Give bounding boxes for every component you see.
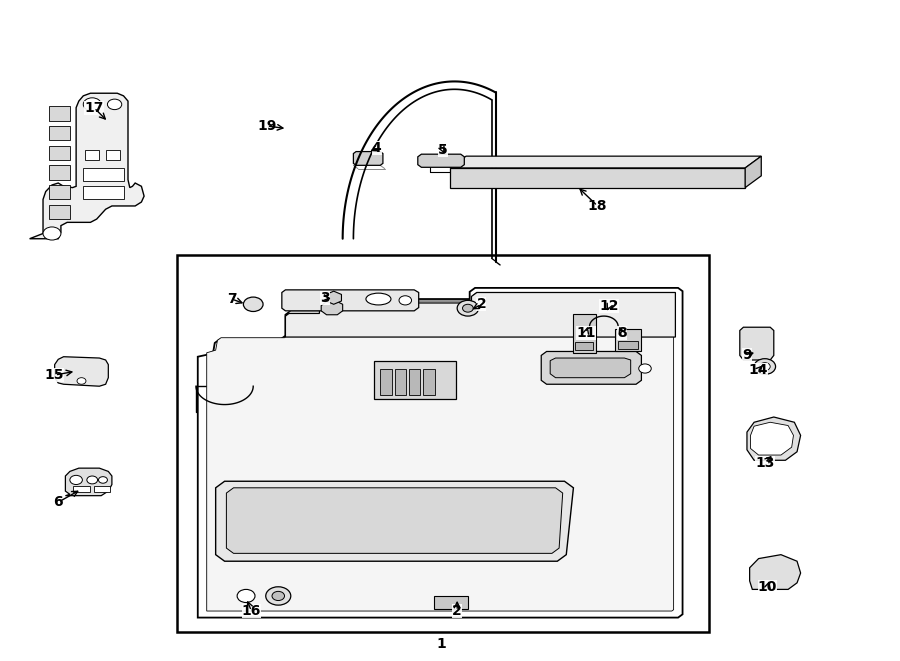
Polygon shape [550,358,631,377]
Circle shape [457,300,479,316]
Text: 6: 6 [53,495,63,509]
Text: 3: 3 [320,291,329,305]
Polygon shape [418,154,464,167]
Polygon shape [50,185,70,200]
Polygon shape [227,488,562,553]
Bar [394,369,406,395]
Bar [618,341,638,349]
Circle shape [399,295,411,305]
Bar [409,369,420,395]
Text: 19: 19 [257,119,276,133]
Polygon shape [751,422,794,455]
Text: 2: 2 [476,297,486,311]
Text: 11: 11 [576,326,596,340]
Circle shape [266,587,291,605]
Polygon shape [326,292,341,304]
Text: 1: 1 [436,637,446,651]
Polygon shape [50,145,70,160]
Polygon shape [66,468,112,496]
Circle shape [43,227,61,240]
Polygon shape [740,327,774,360]
Bar [177,255,709,632]
Text: 15: 15 [45,368,65,382]
Text: 12: 12 [599,299,619,313]
Text: 7: 7 [227,292,237,306]
Polygon shape [50,126,70,140]
Text: 16: 16 [242,604,261,618]
Polygon shape [198,288,682,617]
Text: 13: 13 [755,456,775,470]
Bar [575,342,593,350]
Bar [84,168,123,181]
Circle shape [639,364,652,373]
Polygon shape [745,156,761,188]
Bar [450,168,745,188]
Circle shape [272,592,284,601]
Text: 9: 9 [742,348,752,362]
Circle shape [87,476,97,484]
Bar [73,486,90,492]
Bar [434,596,468,609]
Bar [374,362,456,399]
Bar [380,369,392,395]
Circle shape [98,477,107,483]
Ellipse shape [366,293,391,305]
Polygon shape [450,156,761,168]
Circle shape [84,98,101,111]
Polygon shape [50,165,70,180]
Bar [105,149,120,160]
Polygon shape [541,352,642,384]
Bar [94,486,110,492]
Text: 8: 8 [616,326,626,340]
Text: 10: 10 [758,580,778,594]
Circle shape [237,590,255,603]
Polygon shape [285,292,675,337]
Text: 14: 14 [749,363,769,377]
Text: L: L [74,368,78,374]
Bar [423,369,435,395]
Text: 18: 18 [588,199,608,213]
Polygon shape [321,301,343,315]
Polygon shape [50,106,70,121]
Polygon shape [30,93,144,239]
Text: 5: 5 [438,143,447,157]
Polygon shape [282,290,418,311]
Bar [84,186,123,200]
Circle shape [754,359,776,374]
Text: 4: 4 [372,141,382,155]
Bar [573,314,596,354]
Circle shape [107,99,122,110]
Polygon shape [747,417,801,460]
Circle shape [70,475,83,485]
Polygon shape [216,481,573,561]
Polygon shape [207,292,673,611]
Polygon shape [354,151,382,165]
Text: 17: 17 [85,100,104,114]
Text: E: E [85,368,89,374]
Bar [86,149,99,160]
Circle shape [463,304,473,312]
Circle shape [760,363,770,370]
Text: 2: 2 [453,604,462,618]
Circle shape [77,377,86,384]
Polygon shape [55,357,108,386]
Bar [616,329,641,352]
Polygon shape [50,205,70,219]
Circle shape [243,297,263,311]
Polygon shape [750,555,801,590]
